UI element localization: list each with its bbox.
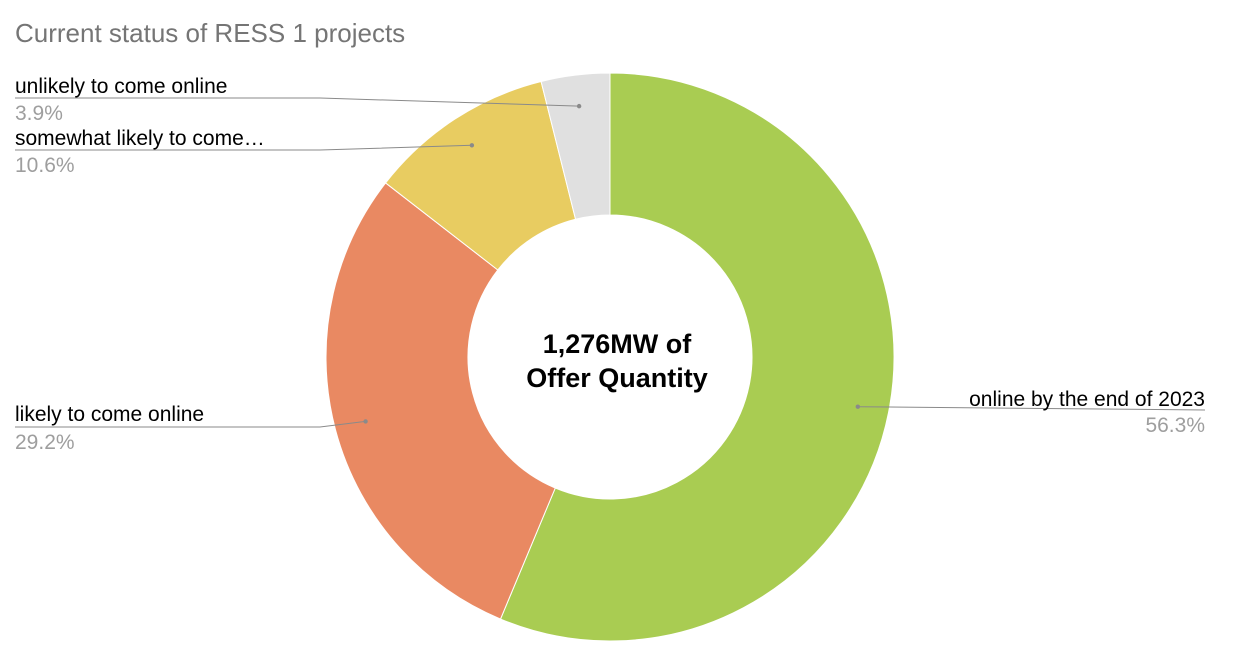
slice-4 bbox=[540, 72, 611, 220]
leader-dot-4 bbox=[576, 103, 582, 109]
slice-1 bbox=[499, 72, 895, 642]
leader-line-3 bbox=[15, 144, 472, 151]
leader-line-2 bbox=[15, 420, 366, 428]
leader-line-4 bbox=[15, 97, 580, 107]
slice-label-2: likely to come online bbox=[15, 403, 204, 426]
leader-lines bbox=[15, 97, 1206, 428]
chart-title: Current status of RESS 1 projects bbox=[15, 18, 406, 48]
slice-percent-3: 10.6% bbox=[15, 154, 75, 177]
donut-slices bbox=[325, 72, 895, 642]
leader-line-1 bbox=[857, 406, 1206, 411]
slice-percent-2: 29.2% bbox=[15, 431, 75, 454]
slice-label-3: somewhat likely to come… bbox=[15, 127, 265, 150]
slice-2 bbox=[325, 182, 556, 620]
center-label-line-2: Offer Quantity bbox=[526, 363, 708, 393]
leader-dot-1 bbox=[855, 404, 861, 409]
slice-percent-1: 56.3% bbox=[1145, 414, 1205, 437]
slice-percent-4: 3.9% bbox=[15, 102, 63, 125]
slice-label-4: unlikely to come online bbox=[15, 75, 227, 98]
leader-dot-2 bbox=[363, 419, 368, 424]
center-label-line-1: 1,276MW of bbox=[543, 329, 693, 359]
slice-labels: online by the end of 2023 56.3% likely to … bbox=[15, 75, 1205, 454]
slice-label-1: online by the end of 2023 bbox=[969, 388, 1205, 411]
leader-dot-3 bbox=[469, 143, 475, 148]
